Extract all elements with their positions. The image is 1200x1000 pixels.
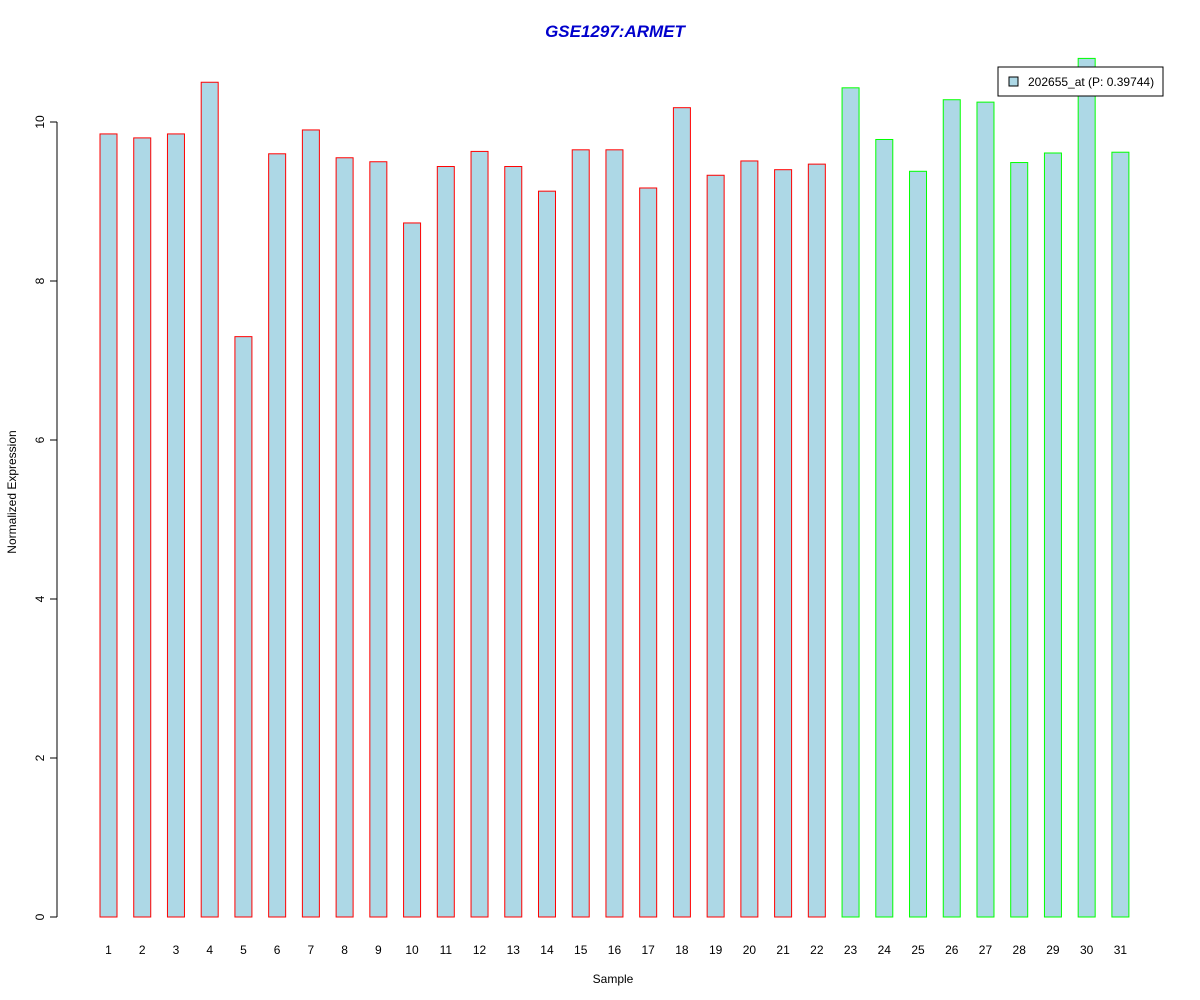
- bar-sample-18: [672, 107, 691, 918]
- x-tick-label: 25: [911, 943, 925, 957]
- legend-box: [997, 66, 1164, 97]
- y-tick-label: 6: [33, 436, 47, 443]
- bar-sample-14: [537, 190, 556, 918]
- bar-sample-10: [403, 222, 422, 918]
- bar-sample-28: [1010, 162, 1029, 918]
- bar-sample-1: [99, 133, 118, 918]
- x-tick-label: 21: [776, 943, 790, 957]
- x-tick-label: 19: [709, 943, 723, 957]
- x-tick-label: 31: [1114, 943, 1128, 957]
- x-tick-labels: 1 2 3 4 5 6 7 8 9 10 11 12 13 14 15 16 17 18 19 20 21 22 23 24 2…: [105, 943, 1127, 957]
- bar-sample-24: [875, 138, 894, 918]
- x-tick-label: 13: [507, 943, 521, 957]
- y-tick-label: 8: [33, 277, 47, 284]
- bar-sample-6: [268, 153, 287, 918]
- x-tick-label: 17: [642, 943, 656, 957]
- y-axis: 0 2 4 6 8 10: [33, 115, 58, 920]
- x-tick-label: 7: [308, 943, 315, 957]
- x-tick-label: 1: [105, 943, 112, 957]
- bar-sample-25: [909, 170, 928, 918]
- y-tick-label: 4: [33, 595, 47, 602]
- x-tick-label: 12: [473, 943, 487, 957]
- x-tick-label: 20: [743, 943, 757, 957]
- x-tick-label: 28: [1013, 943, 1027, 957]
- y-axis-title: Normalized Expression: [5, 430, 19, 553]
- x-tick-label: 5: [240, 943, 247, 957]
- bar-sample-2: [133, 137, 152, 918]
- bar-sample-16: [605, 149, 624, 918]
- bar-sample-9: [369, 161, 388, 918]
- bar-sample-4: [200, 81, 219, 918]
- x-tick-label: 22: [810, 943, 824, 957]
- x-tick-label: 9: [375, 943, 382, 957]
- bar-sample-30: [1077, 57, 1096, 918]
- x-tick-label: 26: [945, 943, 959, 957]
- x-tick-label: 11: [440, 943, 453, 957]
- y-tick-label: 10: [33, 115, 47, 129]
- x-tick-label: 23: [844, 943, 858, 957]
- x-tick-label: 18: [675, 943, 689, 957]
- x-axis-title: Sample: [593, 972, 634, 986]
- bar-sample-3: [166, 133, 185, 918]
- x-tick-label: 16: [608, 943, 622, 957]
- y-tick-label: 0: [33, 913, 47, 920]
- bar-sample-29: [1043, 152, 1062, 918]
- x-tick-label: 15: [574, 943, 588, 957]
- chart-title: GSE1297:ARMET: [545, 22, 686, 41]
- bar-sample-13: [504, 166, 523, 918]
- x-tick-label: 30: [1080, 943, 1094, 957]
- bar-sample-20: [740, 160, 759, 918]
- y-tick-label: 2: [33, 754, 47, 761]
- x-tick-label: 27: [979, 943, 993, 957]
- bar-sample-31: [1111, 151, 1130, 918]
- x-tick-label: 6: [274, 943, 281, 957]
- bar-sample-11: [436, 166, 455, 918]
- bar-sample-27: [976, 101, 995, 918]
- bar-sample-19: [706, 174, 725, 918]
- bar-sample-26: [942, 99, 961, 918]
- legend-label: 202655_at (P: 0.39744): [1028, 75, 1154, 89]
- x-tick-label: 3: [173, 943, 180, 957]
- bars: [99, 57, 1130, 918]
- x-tick-label: 10: [405, 943, 419, 957]
- x-tick-label: 4: [206, 943, 213, 957]
- x-tick-label: 14: [540, 943, 554, 957]
- bar-sample-22: [807, 163, 826, 918]
- bar-sample-8: [335, 157, 354, 918]
- bar-sample-7: [301, 129, 320, 918]
- bar-sample-23: [841, 87, 860, 918]
- x-tick-label: 2: [139, 943, 146, 957]
- bar-sample-15: [571, 149, 590, 918]
- bar-sample-21: [774, 169, 793, 918]
- legend-swatch: [1008, 76, 1019, 87]
- x-tick-label: 8: [341, 943, 348, 957]
- legend: 202655_at (P: 0.39744): [997, 66, 1164, 97]
- bar-sample-17: [639, 187, 658, 918]
- bar-sample-5: [234, 336, 253, 918]
- bar-sample-12: [470, 150, 489, 918]
- x-tick-label: 24: [878, 943, 892, 957]
- x-tick-label: 29: [1046, 943, 1060, 957]
